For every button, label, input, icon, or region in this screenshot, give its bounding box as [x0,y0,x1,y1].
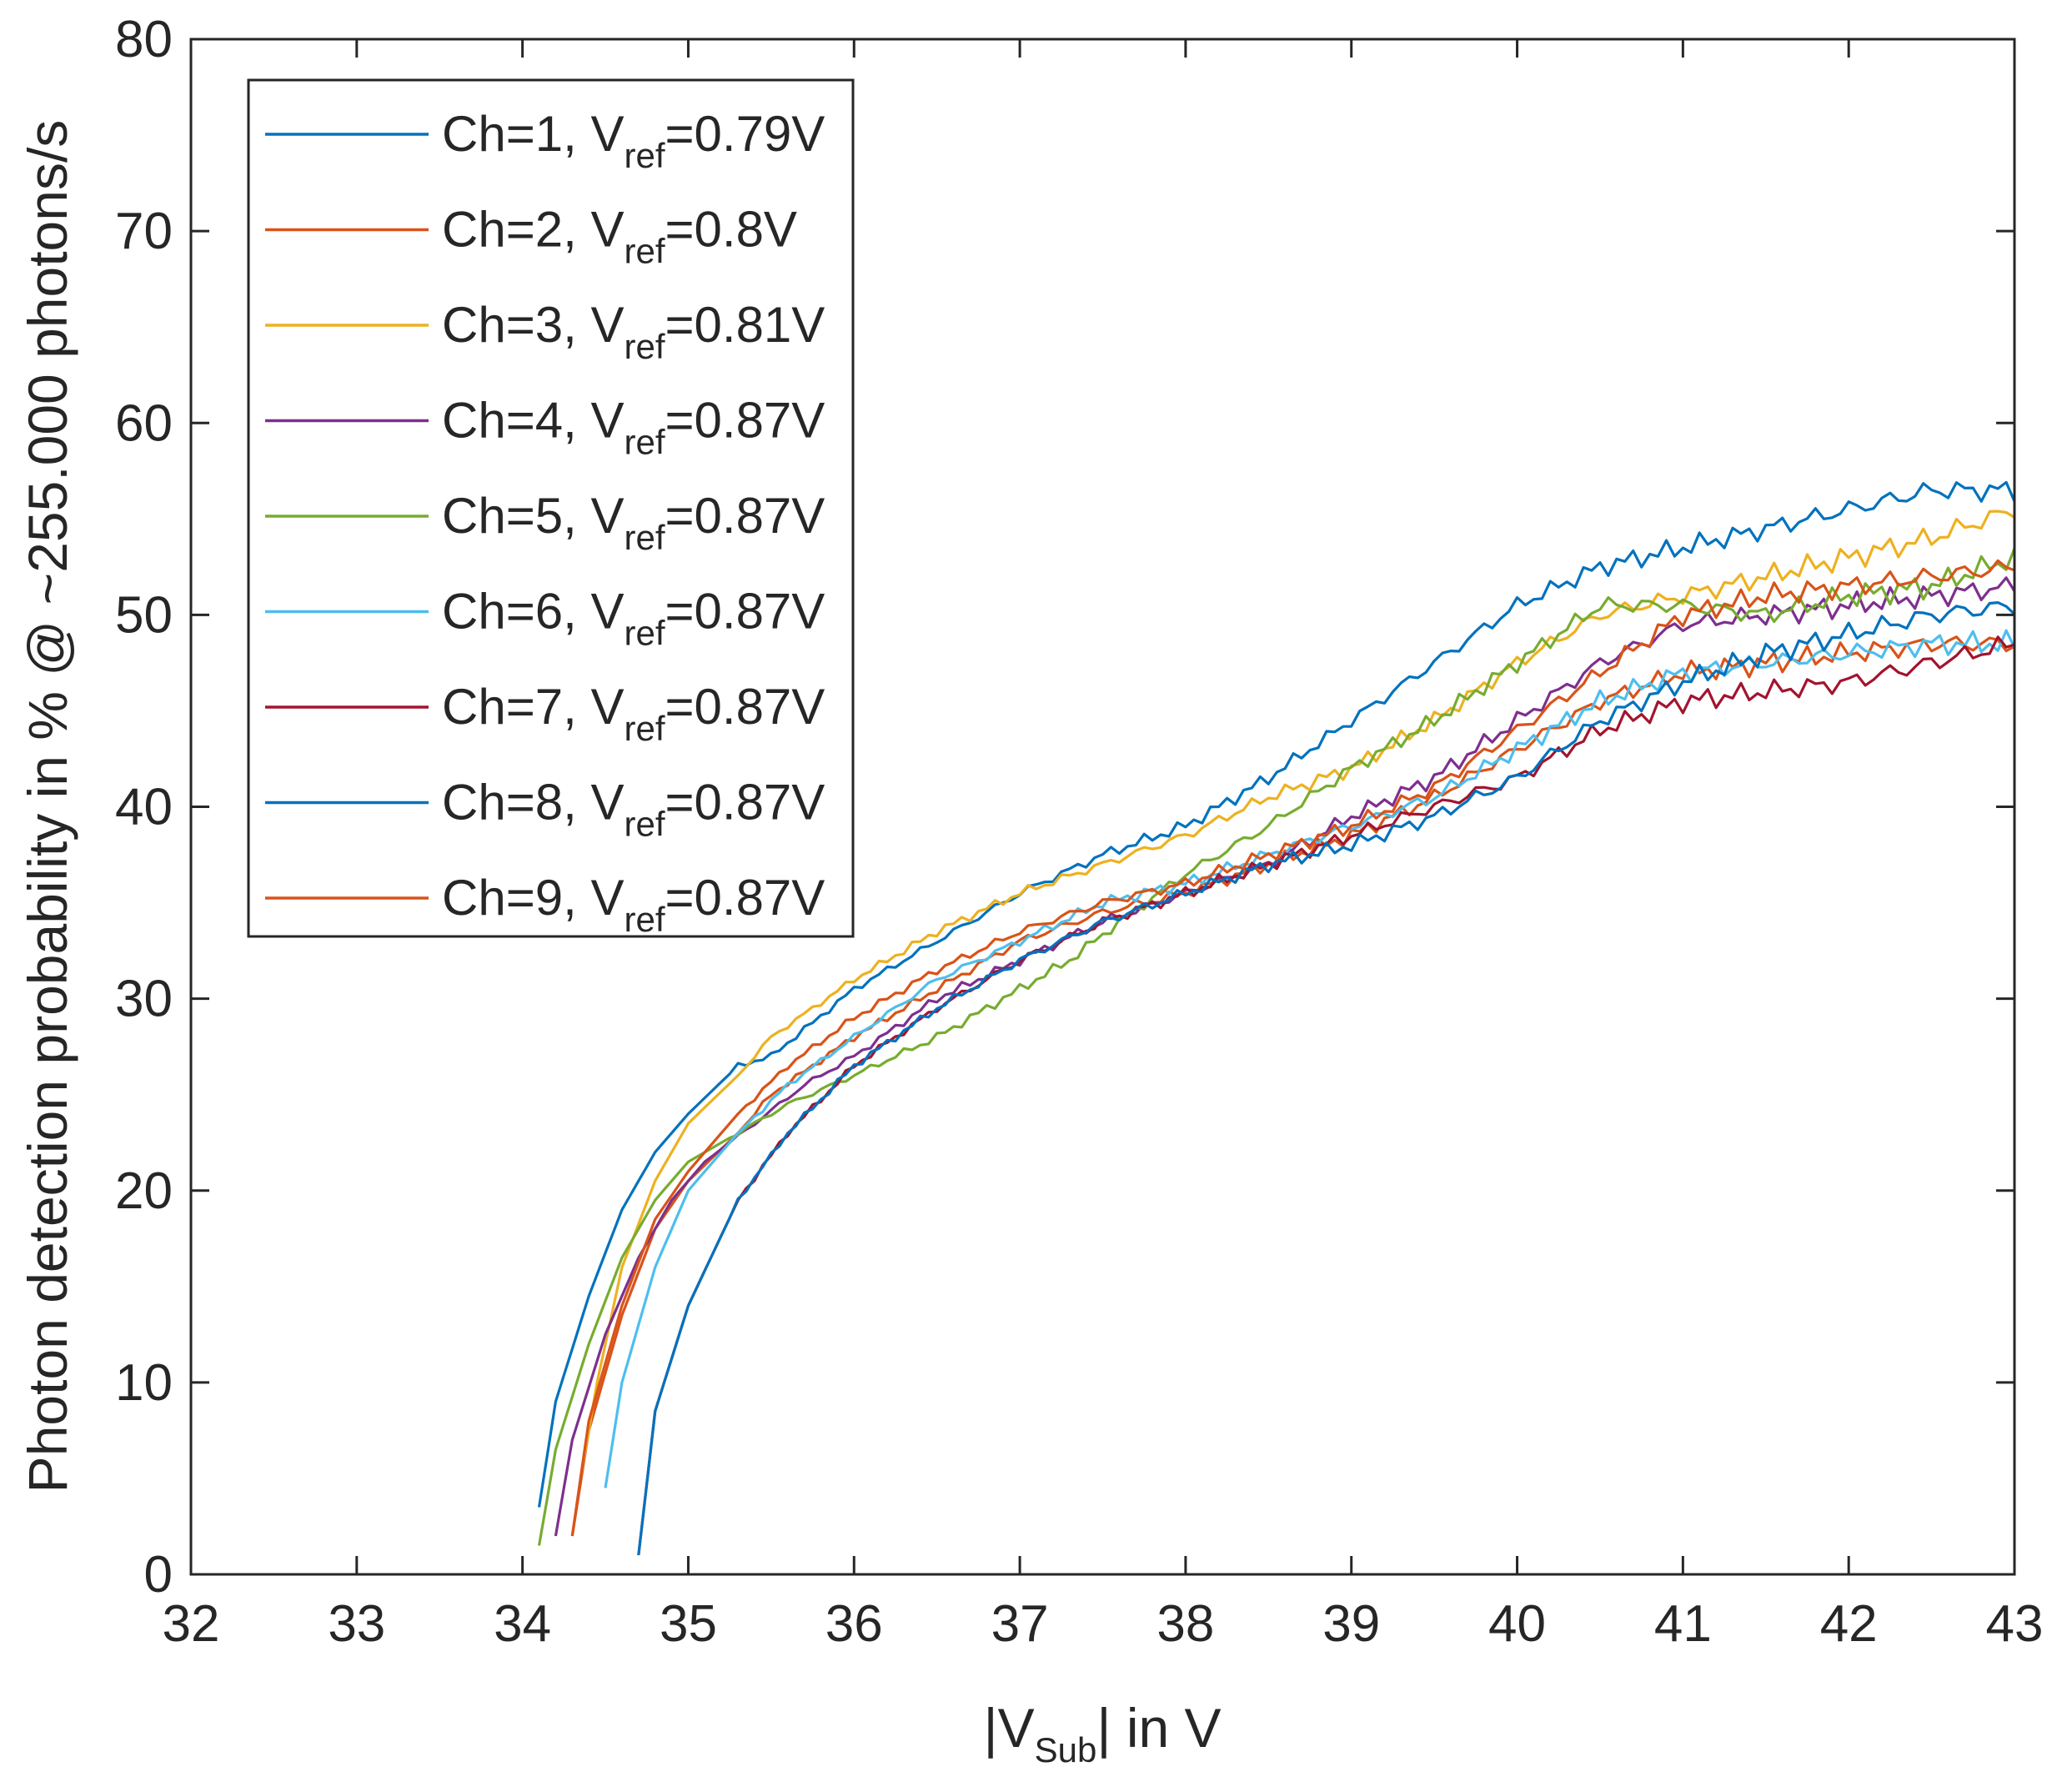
x-axis-label: |VSub| in V [983,1697,1221,1769]
y-tick-label: 60 [115,394,173,452]
x-tick-label: 34 [494,1595,551,1653]
legend-label-value: =0.79V [665,106,825,162]
legend-label-subscript: ref [624,327,665,366]
x-tick-label: 32 [163,1595,220,1653]
legend-label-subscript: ref [624,614,665,653]
y-tick-label: 50 [115,586,173,644]
legend-label-value: =0.87V [665,870,825,926]
x-tick-label: 43 [1986,1595,2044,1653]
x-axis-label-subscript: Sub [1035,1730,1097,1769]
legend-label-subscript: ref [624,423,665,462]
legend-label-ch5: Ch=5, Vref=0.87V [442,488,825,557]
legend-label-subscript: ref [624,232,665,271]
x-tick-label: 38 [1156,1595,1214,1653]
series-line-ch9 [570,559,2015,1537]
series-line-ch3 [579,509,2015,1479]
legend-label-main: Ch=8, V [442,775,624,831]
y-tick-label: 70 [115,203,173,260]
legend-label-ch9: Ch=9, Vref=0.87V [442,870,825,939]
x-tick-label: 35 [660,1595,717,1653]
legend-label-ch6: Ch=6, Vref=0.87V [442,584,825,653]
series-line-ch1 [537,480,2016,1508]
legend-label-ch3: Ch=3, Vref=0.81V [442,297,825,366]
legend-label-ch2: Ch=2, Vref=0.8V [442,202,797,271]
x-tick-label: 36 [825,1595,883,1653]
series-line-ch5 [537,548,2016,1546]
legend-label-value: =0.8V [665,202,796,258]
axis-ticks: 32 33 34 35 36 37 38 39 40 41 42 43 0 10 20 30 40 50 60 70 8… [115,11,2043,1653]
x-tick-label: 41 [1654,1595,1712,1653]
x-tick-label: 37 [991,1595,1049,1653]
series-layer [537,480,2016,1556]
x-tick-label: 33 [328,1595,385,1653]
legend-label-value: =0.87V [665,393,825,449]
x-axis-label-prefix: |V [983,1697,1034,1759]
y-tick-label: 0 [144,1546,173,1604]
legend-label-value: =0.81V [665,297,825,353]
y-tick-label: 40 [115,779,173,836]
legend-label-main: Ch=9, V [442,870,624,926]
legend-label-subscript: ref [624,900,665,939]
y-axis-label: Photon detection probability in % @ ~255… [17,120,78,1493]
legend-label-ch1: Ch=1, Vref=0.79V [442,106,825,175]
legend-label-main: Ch=2, V [442,202,624,258]
series-line-ch8 [637,600,2016,1556]
x-tick-label: 39 [1322,1595,1380,1653]
y-tick-label: 20 [115,1162,173,1220]
y-tick-label: 30 [115,971,173,1028]
legend-label-main: Ch=6, V [442,584,624,640]
legend-label-main: Ch=1, V [442,106,624,162]
y-tick-label: 10 [115,1354,173,1412]
x-axis-label-suffix: | in V [1096,1697,1221,1759]
legend-label-main: Ch=7, V [442,679,624,735]
x-tick-label: 42 [1820,1595,1878,1653]
legend-label-value: =0.87V [665,775,825,831]
legend-label-subscript: ref [624,518,665,557]
legend-label-value: =0.87V [665,584,825,640]
y-tick-label: 80 [115,11,173,68]
legend-label-main: Ch=3, V [442,297,624,353]
legend-label-ch4: Ch=4, Vref=0.87V [442,393,825,462]
legend-box [247,78,855,938]
legend-label-value: =0.87V [665,679,825,735]
legend-label-ch7: Ch=7, Vref=0.87V [442,679,825,748]
series-line-ch6 [604,629,2016,1488]
legend-label-subscript: ref [624,805,665,844]
x-tick-label: 40 [1488,1595,1546,1653]
legend-label-subscript: ref [624,709,665,748]
legend-label-value: =0.87V [665,488,825,544]
legend-label-main: Ch=5, V [442,488,624,544]
legend-label-main: Ch=4, V [442,393,624,449]
legend-label-ch8: Ch=8, Vref=0.87V [442,775,825,844]
legend-label-subscript: ref [624,136,665,175]
